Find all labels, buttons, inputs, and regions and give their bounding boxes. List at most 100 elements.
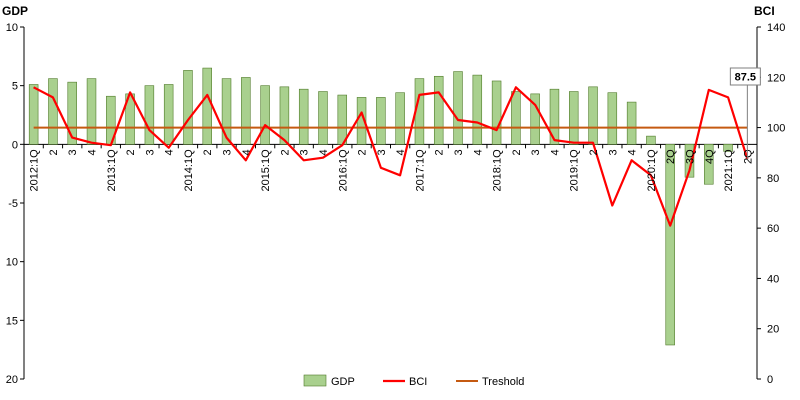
left-tick-label: 10 [6,257,18,269]
lines [33,86,749,227]
gdp-bar [646,135,656,145]
gdp-bar [684,144,695,178]
x-tick-label: 2012:1Q [29,149,41,192]
x-tick-label: 4 [472,149,484,155]
gdp-bars [28,67,733,346]
gdp-bar [202,67,212,145]
gdp-bar [28,84,39,145]
x-tick-label: 2018:1Q [492,149,504,192]
left-tick-label: 10 [6,22,18,34]
x-tick-label: 2 [279,149,291,155]
x-tick-labels: 2012:1Q 2 3 4 2013:1Q 2 3 4 2014:1Q 2 3 4 2015:1Q 2 3 4… [29,149,755,192]
x-tick-label: 3Q [684,149,696,164]
gdp-bar [183,70,193,145]
x-tick-label: 4 [318,149,330,155]
x-tick-label: 2016:1Q [337,149,349,192]
gdp-bar [607,92,618,145]
x-tick-label: 3 [607,149,619,155]
legend-label-bci: BCI [409,376,427,388]
left-tick-label: 15 [6,315,18,327]
right-tick-label: 140 [767,22,785,34]
x-tick-label: 2013:1Q [106,149,118,192]
gdp-bar [260,85,270,145]
gdp-bar [279,86,290,145]
bci-line [33,86,749,227]
x-tick-label: 3 [376,149,388,155]
x-tick-label: 2 [48,149,60,155]
x-tick-label: 3 [299,149,311,155]
right-axis-title: BCI [754,4,775,18]
x-tick-label: 4 [241,149,253,155]
x-tick-label: 4 [627,149,639,155]
x-tick-label: 4 [395,149,407,155]
legend: GDP BCI Treshold [303,374,524,388]
gdp-bar [626,101,637,145]
gdp-bar [221,78,232,145]
x-tick-label: 2021:1Q [723,149,735,192]
x-tick-label: 3 [67,149,79,155]
gdp-bar [665,144,675,346]
gdp-bar [318,91,328,145]
x-tick-label: 2014:1Q [183,149,195,192]
x-tick-label: 4 [87,149,99,155]
x-tick-label: 4 [164,149,176,155]
x-tick-label: 2015:1Q [260,149,272,192]
x-tick-label: 3 [530,149,542,155]
gdp-bar [298,88,309,145]
legend-label-gdp: GDP [331,376,355,388]
left-tick-label: 0 [12,139,18,151]
x-tick-label: 2Q [742,149,754,164]
x-tick-label: 4 [549,149,561,155]
gdp-bar [433,75,444,145]
x-tick-label: 2Q [665,149,677,164]
gdp-bar [704,144,714,185]
right-tick-label: 120 [767,72,785,84]
gdp-bar [241,77,251,145]
x-tick-label: 2 [125,149,137,155]
left-tick-label: -5 [8,198,18,210]
legend-label-treshold: Treshold [482,376,524,388]
left-tick-label: 20 [6,374,18,386]
annotation-box [729,67,761,86]
right-tick-label: 100 [767,123,785,135]
x-tick-label: 2 [202,149,214,155]
annotations: 87.5 [729,67,761,159]
gdp-bar [376,97,386,145]
gdp-bar [453,71,463,145]
right-tick-label: 0 [767,374,773,386]
gdp-bar [163,84,174,145]
x-tick-label: 2 [357,149,369,155]
right-tick-label: 60 [767,223,779,235]
left-axis-title: GDP [2,4,28,18]
gdp-bar [48,78,58,145]
gdp-bar [588,86,598,145]
x-tick-label: 4Q [704,149,716,164]
left-tick-label: 5 [12,81,18,93]
x-tick-label: 3 [222,149,234,155]
legend-swatch-gdp [303,374,327,387]
gdp-bar [144,85,155,145]
gdp-bar [67,81,77,145]
x-tick-label: 2019:1Q [569,149,581,192]
right-tick-label: 80 [767,173,779,185]
right-tick-label: 40 [767,273,779,285]
annotation-label: 87.5 [735,72,756,84]
gdp-bar [86,78,97,145]
gdp-bar [472,74,483,145]
right-tick-label: 20 [767,324,779,336]
gdp-bar [549,88,560,145]
x-tick-label: 3 [453,149,465,155]
x-tick-label: 2 [434,149,446,155]
x-tick-label: 2020:1Q [646,149,658,192]
gdp-bar [723,144,733,152]
gdp-bar [530,93,540,145]
gdp-bar [511,91,521,145]
x-tick-label: 3 [144,149,156,155]
x-tick-label: 2017:1Q [414,149,426,192]
gdp-bar [395,92,405,145]
x-tick-label: 2 [588,149,600,155]
x-tick-label: 2 [511,149,523,155]
gdp-bar [337,94,348,145]
gdp-bar [569,91,579,145]
